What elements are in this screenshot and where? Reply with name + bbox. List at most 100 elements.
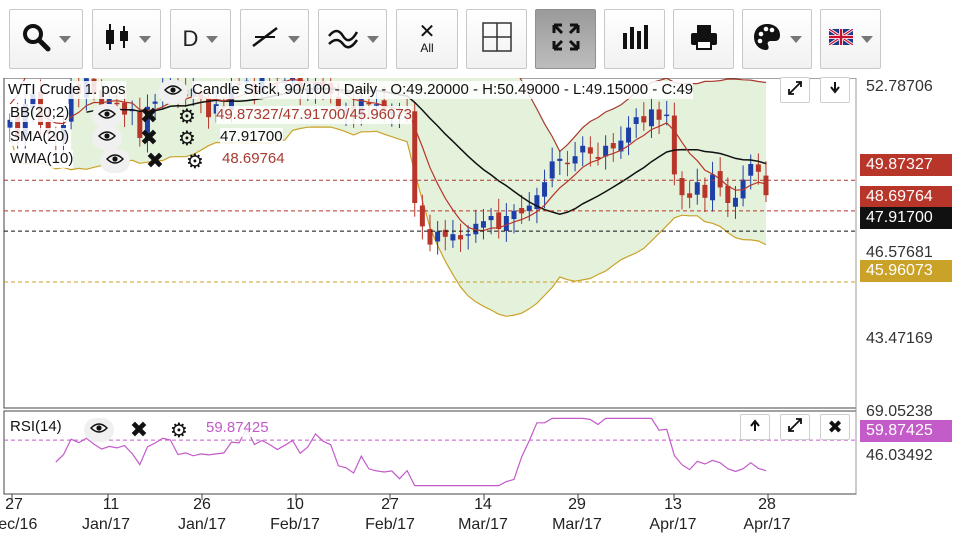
candle	[152, 93, 158, 118]
candle-body	[648, 109, 654, 127]
expand-icon	[787, 417, 803, 438]
legend-symbol-row: WTI Crude 1. pos	[8, 81, 126, 99]
candle-body	[442, 229, 448, 237]
rsi-close-button[interactable]: ✖	[820, 414, 850, 440]
candle	[572, 142, 578, 172]
indicator-icon	[327, 22, 359, 57]
zoom-button[interactable]	[9, 9, 83, 69]
move-down-button[interactable]	[820, 77, 850, 103]
bb-settings-button[interactable]: ⚙	[172, 104, 202, 128]
close-icon: ✖	[145, 148, 165, 173]
candle	[671, 102, 677, 186]
candle-body	[664, 114, 670, 117]
rsi-name-text: RSI(14)	[10, 418, 62, 435]
candle-body	[587, 147, 593, 154]
palette-icon	[752, 22, 782, 57]
rsi-visibility-button[interactable]	[84, 418, 114, 442]
candle-body	[496, 212, 502, 229]
candle-body	[366, 102, 372, 105]
candle	[542, 169, 548, 209]
symbol-visibility-button[interactable]	[158, 80, 188, 104]
rsi-value-text: 59.87425	[206, 419, 269, 436]
candle-body	[595, 156, 601, 159]
candle-body	[626, 127, 632, 143]
indicators-button[interactable]	[318, 9, 387, 69]
gear-icon: ⚙	[178, 127, 196, 150]
rsi-move-up-button[interactable]	[740, 414, 770, 440]
ohlc-text: Candle Stick, 90/100 - Daily - O:49.2000…	[192, 81, 694, 98]
bb-remove-button[interactable]: ✖	[134, 103, 164, 128]
candle	[503, 203, 509, 242]
candle	[610, 133, 616, 162]
chart-area[interactable]: WTI Crude 1. pos Candle Stick, 90/100 - …	[0, 77, 960, 540]
candle-body	[580, 145, 586, 153]
x-month-label: Apr/17	[743, 516, 791, 533]
candle	[732, 185, 738, 219]
sma-value-text: 47.91700	[220, 128, 283, 145]
eye-icon	[97, 107, 117, 125]
candle	[626, 116, 632, 156]
sma-visibility-button[interactable]	[92, 126, 122, 150]
candle-body	[374, 104, 380, 106]
candle-body	[152, 101, 158, 104]
candle	[511, 204, 517, 234]
rsi-remove-button[interactable]: ✖	[124, 417, 154, 442]
bb-lower-tag: 45.96073	[860, 260, 952, 282]
wma-remove-button[interactable]: ✖	[140, 148, 170, 173]
candle-body	[526, 205, 532, 212]
candle-body	[687, 193, 693, 198]
candle-body	[206, 98, 212, 118]
candle	[648, 97, 654, 139]
fullscreen-button[interactable]	[535, 9, 596, 69]
sma-settings-button[interactable]: ⚙	[172, 126, 202, 150]
volume-button[interactable]	[604, 9, 665, 69]
draw-tool-button[interactable]	[240, 9, 309, 69]
crosshair-icon	[481, 21, 513, 58]
bb-visibility-button[interactable]	[92, 104, 122, 128]
crosshair-button[interactable]	[466, 9, 527, 69]
candle	[633, 108, 639, 138]
wma-visibility-button[interactable]	[100, 149, 130, 173]
clear-all-icon: ✕	[418, 21, 436, 43]
sma-name: SMA(20)	[10, 128, 70, 145]
candle-body	[458, 235, 464, 240]
wma-settings-button[interactable]: ⚙	[180, 149, 210, 173]
period-button[interactable]: D	[170, 9, 231, 69]
price-tick: 46.57681	[866, 244, 933, 261]
toolbar: D ✕ All	[0, 0, 960, 78]
gear-icon: ⚙	[170, 419, 188, 442]
gear-icon: ⚙	[178, 105, 196, 128]
expand-main-button[interactable]	[780, 77, 810, 103]
candle-body	[549, 161, 555, 179]
clear-all-button[interactable]: ✕ All	[396, 9, 458, 69]
candle	[435, 221, 441, 255]
candle-body	[511, 210, 517, 220]
rsi-settings-button[interactable]: ⚙	[164, 418, 194, 442]
chart-type-button[interactable]	[92, 9, 161, 69]
chevron-down-icon	[206, 35, 219, 43]
x-month-label: Feb/17	[270, 516, 320, 533]
candle-body	[641, 116, 647, 123]
sma-remove-button[interactable]: ✖	[134, 125, 164, 150]
chevron-down-icon	[860, 35, 873, 43]
print-button[interactable]	[673, 9, 734, 69]
candle-body	[7, 119, 13, 128]
close-icon: ✖	[139, 103, 159, 128]
period-label: D	[182, 26, 199, 51]
theme-button[interactable]	[742, 9, 812, 69]
candle-body	[122, 102, 128, 115]
language-button[interactable]	[820, 9, 881, 69]
chevron-down-icon	[59, 35, 71, 43]
candle-body	[503, 216, 509, 232]
close-icon: ✖	[827, 416, 843, 437]
candle-body	[480, 221, 486, 228]
x-axis-ticks	[11, 494, 769, 500]
x-day-label: 27	[5, 496, 23, 513]
candle-body	[137, 111, 143, 138]
candle	[465, 225, 471, 250]
candle	[595, 142, 601, 166]
rsi-expand-button[interactable]	[780, 414, 810, 440]
candle	[496, 198, 502, 239]
x-day-label: 29	[568, 496, 586, 513]
chevron-down-icon	[287, 35, 300, 43]
